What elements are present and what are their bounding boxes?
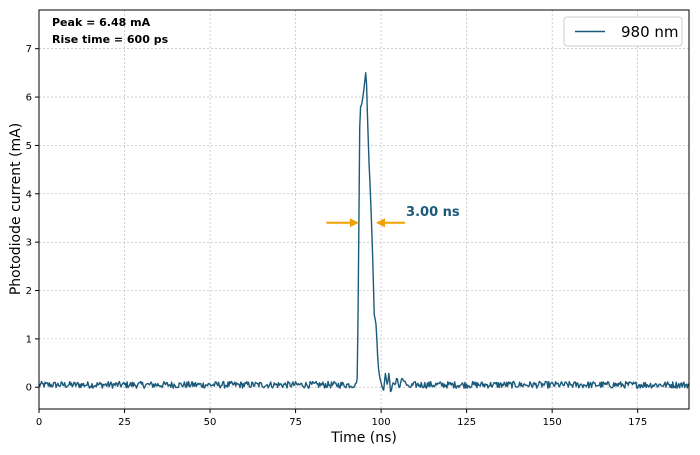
series-group: [38, 72, 690, 393]
series-line-980nm: [38, 72, 690, 393]
y-tick-label: 2: [26, 286, 32, 297]
x-tick-label: 125: [457, 417, 476, 428]
rise-time-annotation: Rise time = 600 ps: [52, 33, 169, 46]
y-ticks: 0 1 2 3 4 5 6 7: [26, 44, 39, 394]
legend-box: [563, 16, 683, 47]
y-tick-label: 1: [26, 334, 32, 345]
peak-annotation: Peak = 6.48 mA: [52, 16, 151, 29]
fwhm-annotation: 3.00 ns: [406, 205, 460, 220]
x-tick-label: 25: [118, 417, 131, 428]
y-tick-label: 5: [26, 141, 32, 152]
legend-label: 980 nm: [621, 23, 679, 41]
y-tick-label: 7: [26, 44, 32, 55]
y-tick-label: 4: [26, 189, 32, 200]
y-tick-label: 6: [26, 93, 32, 104]
y-tick-label: 0: [26, 383, 32, 394]
x-tick-label: 100: [372, 417, 391, 428]
x-axis-label: Time (ns): [330, 430, 397, 446]
grid: [38, 10, 689, 409]
fwhm-left-arrow-head: [349, 218, 359, 228]
x-tick-label: 0: [36, 417, 42, 428]
x-tick-label: 75: [289, 417, 302, 428]
fwhm-marker: [326, 218, 406, 228]
y-tick-label: 3: [26, 238, 32, 249]
x-ticks: 0 25 50 75 100 125 150 175: [36, 409, 647, 428]
x-tick-label: 50: [204, 417, 217, 428]
legend: 980 nm: [563, 16, 683, 47]
plot-frame: [38, 9, 690, 410]
fwhm-right-arrow-head: [375, 218, 385, 228]
x-tick-label: 150: [543, 417, 562, 428]
y-axis-label: Photodiode current (mA): [8, 123, 24, 295]
plot-area: [39, 10, 689, 409]
x-tick-label: 175: [628, 417, 647, 428]
